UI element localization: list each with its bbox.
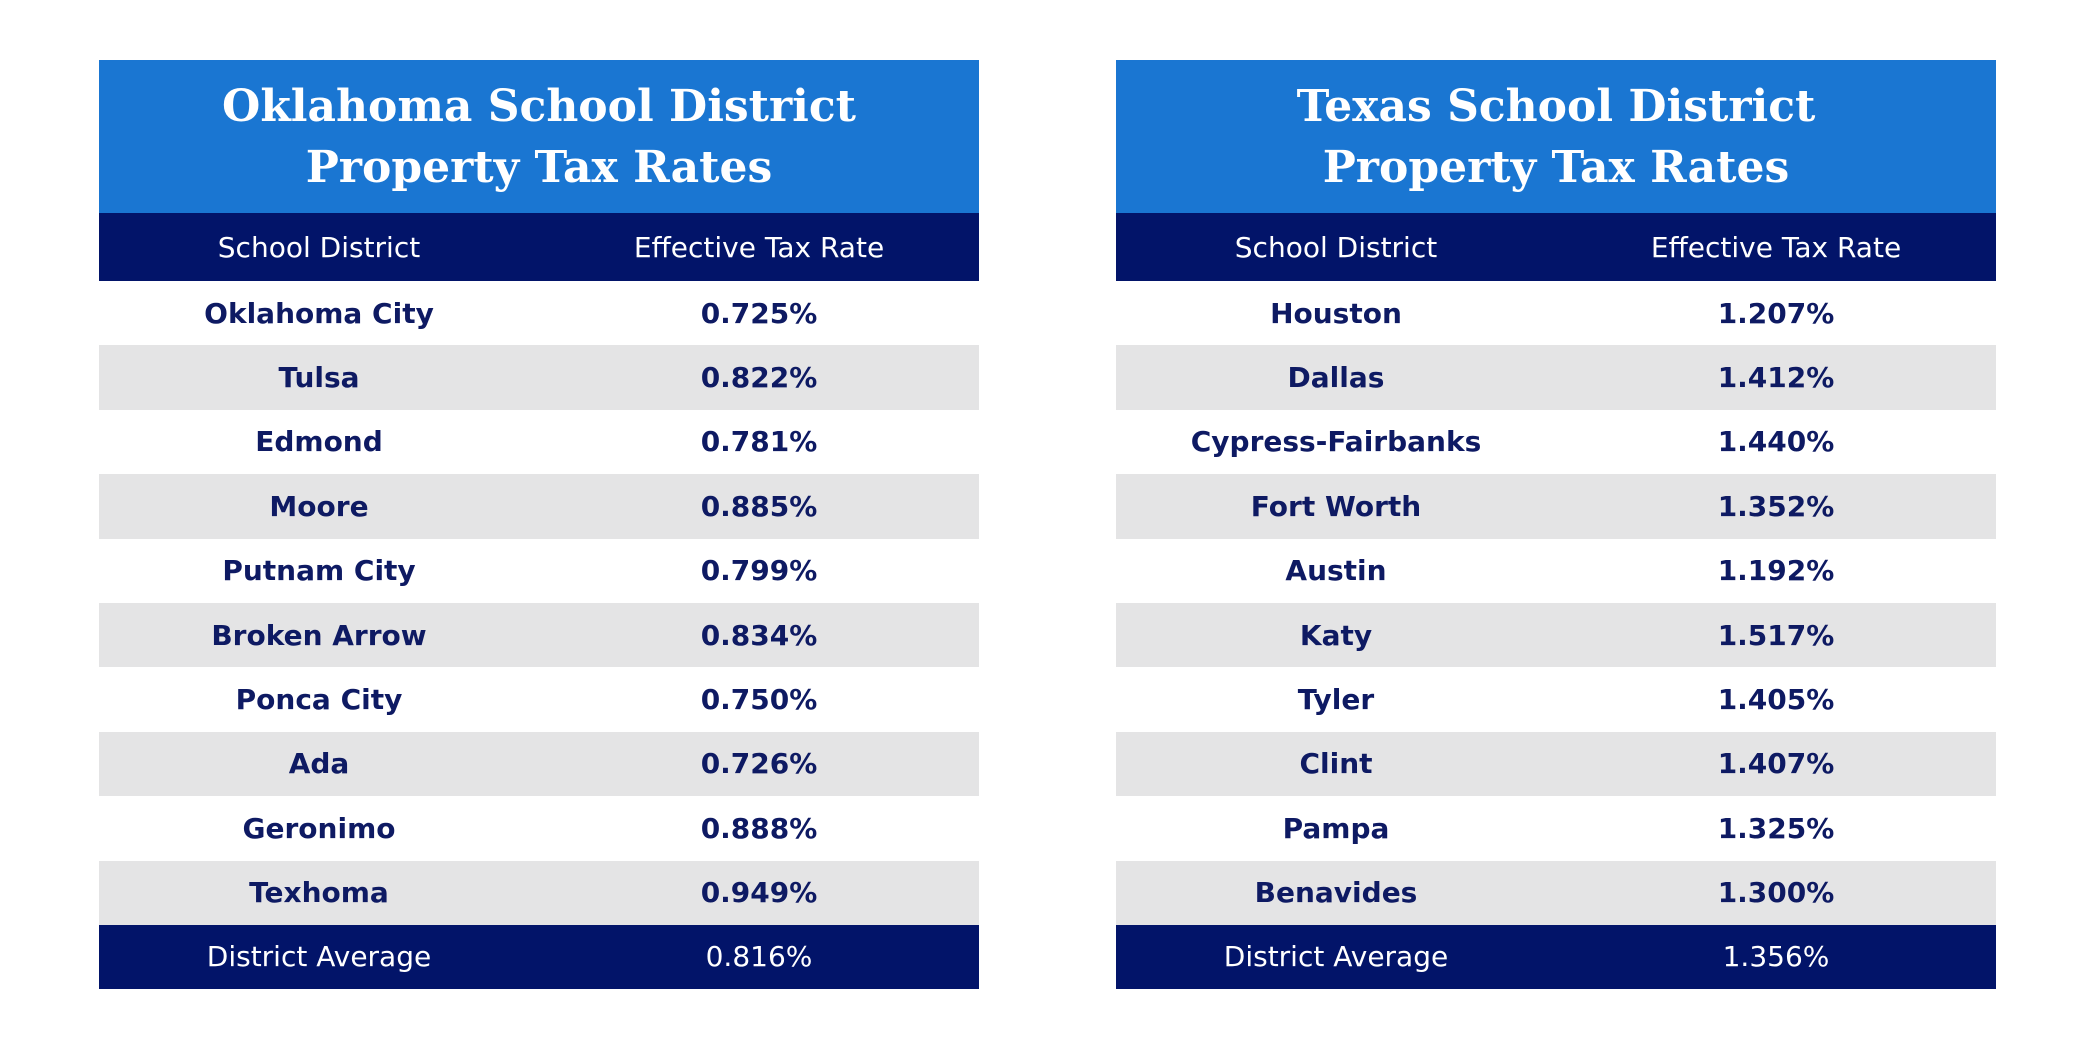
tax-rate: 0.834% [700,618,818,652]
district-name: Fort Worth [1250,489,1422,523]
texas-table-title: Texas School District Property Tax Rates [1116,60,1996,213]
table-row: Tulsa 0.822% [99,345,979,410]
tax-rate: 1.412% [1717,361,1835,395]
district-name: Oklahoma City [204,296,434,330]
oklahoma-tax-table: Oklahoma School District Property Tax Ra… [99,60,979,989]
tax-rate: 1.407% [1717,747,1835,781]
district-name: Ada [288,747,350,781]
table-row: Austin 1.192% [1116,538,1996,603]
tax-rate: 0.888% [700,811,818,845]
oklahoma-header-district: School District [217,230,421,264]
oklahoma-average-row: District Average 0.816% [99,924,979,989]
average-label: District Average [1223,940,1449,974]
district-name: Tulsa [278,361,360,395]
district-name: Dallas [1287,361,1385,395]
table-row: Texhoma 0.949% [99,860,979,925]
oklahoma-title-line2: Property Tax Rates [305,141,773,193]
oklahoma-table-body: Oklahoma City 0.725% Tulsa 0.822% Edmond… [99,281,979,925]
district-name: Tyler [1297,683,1375,717]
district-name: Broken Arrow [211,618,427,652]
table-row: Houston 1.207% [1116,281,1996,346]
texas-header-row: School District Effective Tax Rate [1116,213,1996,281]
tax-rate: 0.885% [700,489,818,523]
district-name: Moore [269,489,369,523]
tax-rate: 1.440% [1717,425,1835,459]
table-row: Fort Worth 1.352% [1116,474,1996,539]
tax-rate: 1.192% [1717,554,1835,588]
tax-rate: 0.949% [700,876,818,910]
district-name: Austin [1285,554,1387,588]
texas-title-line1: Texas School District [1296,80,1816,132]
average-rate: 0.816% [705,940,813,974]
table-row: Oklahoma City 0.725% [99,281,979,346]
district-name: Putnam City [222,554,416,588]
average-rate: 1.356% [1722,940,1830,974]
district-name: Ponca City [235,683,403,717]
texas-average-row: District Average 1.356% [1116,924,1996,989]
table-row: Ponca City 0.750% [99,667,979,732]
table-row: Tyler 1.405% [1116,667,1996,732]
district-name: Cypress-Fairbanks [1190,425,1482,459]
table-row: Geronimo 0.888% [99,796,979,861]
district-name: Katy [1299,618,1373,652]
tax-rate: 0.725% [700,296,818,330]
table-row: Clint 1.407% [1116,731,1996,797]
oklahoma-table-title: Oklahoma School District Property Tax Ra… [99,60,979,213]
table-row: Moore 0.885% [99,474,979,539]
texas-table-body: Houston 1.207% Dallas 1.412% Cypress-Fai… [1116,281,1996,925]
oklahoma-header-rate: Effective Tax Rate [633,230,885,264]
tax-rate: 1.517% [1717,618,1835,652]
table-row: Pampa 1.325% [1116,796,1996,861]
district-name: Benavides [1254,876,1418,910]
texas-header-district: School District [1234,230,1438,264]
oklahoma-title-line1: Oklahoma School District [221,80,857,132]
district-name: Texhoma [249,876,389,910]
tax-rate: 1.207% [1717,296,1835,330]
tax-rate: 1.300% [1717,876,1835,910]
district-name: Houston [1270,296,1402,330]
table-row: Ada 0.726% [99,731,979,797]
tax-rate: 0.781% [700,425,818,459]
table-row: Katy 1.517% [1116,602,1996,668]
oklahoma-header-row: School District Effective Tax Rate [99,213,979,281]
tax-rate: 0.726% [700,747,818,781]
tax-rate: 1.325% [1717,811,1835,845]
district-name: Geronimo [242,811,396,845]
district-name: Clint [1299,747,1373,781]
district-name: Pampa [1282,811,1390,845]
tax-rate: 0.750% [700,683,818,717]
average-label: District Average [206,940,432,974]
table-row: Edmond 0.781% [99,409,979,475]
tax-rate: 1.352% [1717,489,1835,523]
table-row: Putnam City 0.799% [99,538,979,603]
texas-title-line2: Property Tax Rates [1322,141,1790,193]
district-name: Edmond [255,425,383,459]
texas-tax-table: Texas School District Property Tax Rates… [1116,60,1996,989]
tax-rate: 1.405% [1717,683,1835,717]
table-row: Broken Arrow 0.834% [99,602,979,668]
tax-rate: 0.822% [700,361,818,395]
texas-header-rate: Effective Tax Rate [1650,230,1902,264]
tax-rate: 0.799% [700,554,818,588]
table-row: Dallas 1.412% [1116,345,1996,410]
table-row: Benavides 1.300% [1116,860,1996,925]
table-row: Cypress-Fairbanks 1.440% [1116,409,1996,475]
